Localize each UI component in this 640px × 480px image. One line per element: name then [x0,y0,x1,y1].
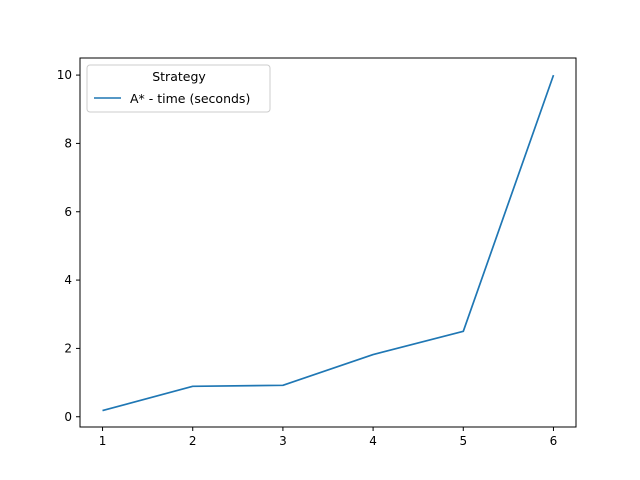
y-tick-label: 2 [64,341,72,355]
y-tick-label: 10 [57,68,72,82]
x-tick-label: 5 [459,434,467,448]
legend-box [86,64,271,113]
y-axis-ticks: 0 2 4 6 8 10 [57,68,80,424]
legend-title: Strategy [152,69,206,84]
legend-entry-label: A* - time (seconds) [130,91,250,106]
x-tick-label: 3 [279,434,287,448]
series-layer [102,74,555,412]
series-line [102,74,555,412]
x-tick-label: 1 [99,434,107,448]
y-tick-label: 6 [64,205,72,219]
y-tick-label: 8 [64,136,72,150]
y-tick-label: 0 [64,410,72,424]
x-tick-label: 2 [189,434,197,448]
legend: Strategy A* - time (seconds) [86,64,271,113]
x-tick-label: 6 [550,434,558,448]
x-tick-label: 4 [369,434,377,448]
plot-area-frame [79,57,577,428]
x-axis-ticks: 1 2 3 4 5 6 [99,427,558,448]
y-tick-label: 4 [64,273,72,287]
